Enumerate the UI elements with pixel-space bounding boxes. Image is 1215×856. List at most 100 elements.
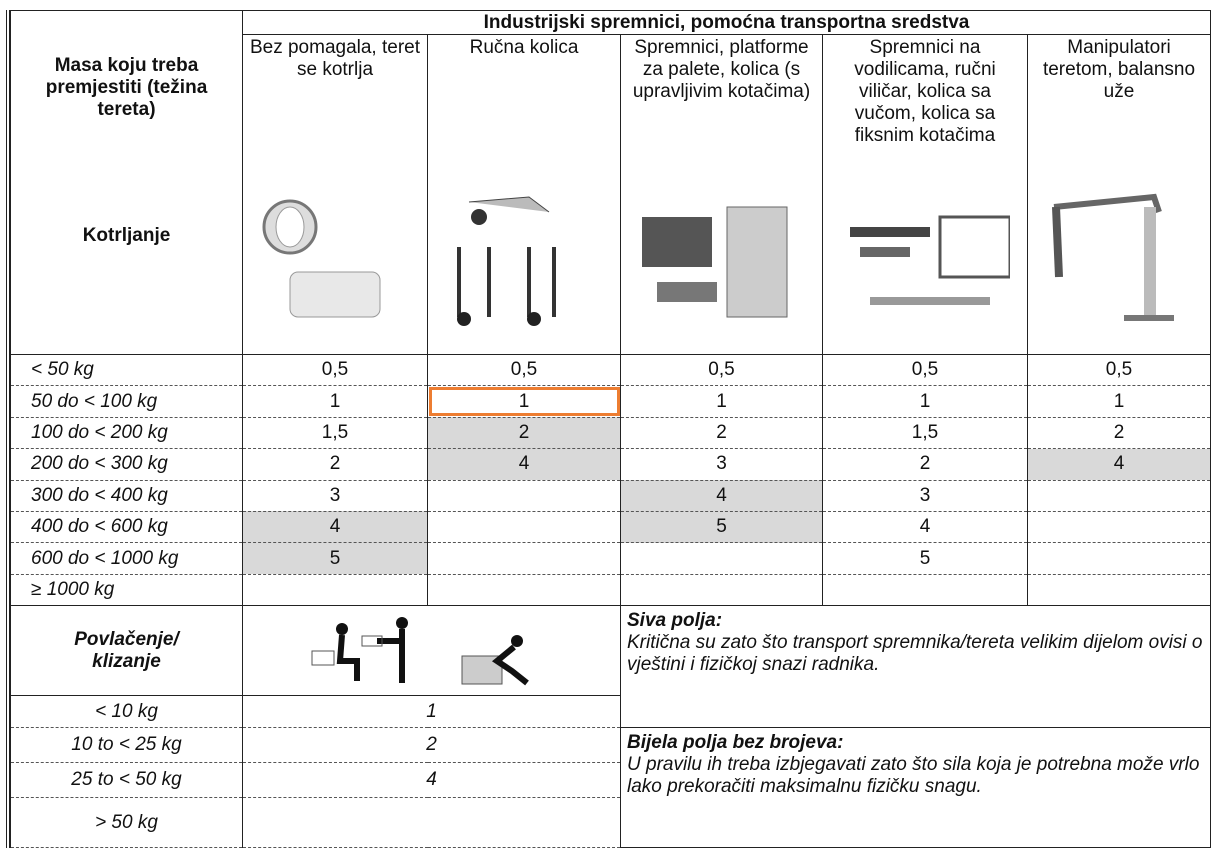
value-cell [427, 542, 621, 575]
value-cell [1027, 573, 1211, 607]
column-header-row: Bez pomagala, teret se kotrlja Ručna koli… [11, 34, 1211, 355]
value-cell: 5 [822, 542, 1028, 575]
value-cell [620, 542, 823, 575]
pulling-value: 4 [242, 762, 621, 799]
value-cell: 4 [822, 510, 1028, 544]
pulling-mass: 10 to < 25 kg [10, 727, 243, 764]
value-cell: 4 [242, 510, 428, 544]
data-row: 400 do < 600 kg 4 5 4 [10, 510, 1211, 544]
value-cell: 1 [620, 385, 823, 418]
value-cell: 1 [1027, 385, 1211, 418]
value-cell [822, 573, 1028, 607]
column-label: Manipulatori teretom, balansno uže [1042, 37, 1196, 102]
value-cell: 0,5 [1027, 353, 1211, 387]
pulling-mass: > 50 kg [10, 797, 243, 849]
illustration [262, 199, 381, 318]
column-label: Spremnici na vodilicama, ručni viličar, … [854, 37, 996, 146]
column-illustration [247, 187, 423, 347]
load-table: Masa koju treba premjestiti (težina tere… [10, 10, 1211, 849]
illustration [311, 616, 529, 685]
mass-range: 400 do < 600 kg [10, 510, 243, 544]
note: Bijela polja bez brojeva: U pravilu ih tr… [620, 727, 1211, 849]
column-header: Manipulatori teretom, balansno uže [1027, 34, 1211, 355]
data-row: 600 do < 1000 kg 5 5 [10, 542, 1211, 575]
pulling-mass: < 10 kg [10, 695, 243, 729]
value-cell: 4 [427, 448, 621, 481]
mass-range: < 50 kg [10, 353, 243, 387]
illustration [850, 215, 1010, 305]
value-cell: 4 [620, 479, 823, 512]
mass-range: 50 do < 100 kg [10, 385, 243, 418]
value-cell: 2 [1027, 416, 1211, 450]
value-cell: 2 [427, 416, 621, 450]
value-cell [620, 573, 823, 607]
value-cell: 0,5 [242, 353, 428, 387]
value-cell: 4 [1027, 448, 1211, 481]
mass-header: Masa koju treba premjestiti (težina tere… [10, 10, 243, 355]
value-cell: 3 [620, 448, 823, 481]
note-title: Bijela polja bez brojeva: [627, 732, 844, 754]
mass-range: 300 do < 400 kg [10, 479, 243, 512]
mass-range: ≥ 1000 kg [10, 573, 243, 607]
table-body: Masa koju treba premjestiti (težina tere… [10, 10, 1211, 849]
pulling-header-row: Povlačenje/ klizanje Siva polja: Kritična … [10, 605, 1211, 729]
column-header: Spremnici, platforme za palete, kolica (… [620, 34, 823, 355]
column-label: Bez pomagala, teret se kotrlja [249, 37, 421, 80]
group-title: Industrijski spremnici, pomoćna transpor… [242, 10, 1211, 35]
column-header: Spremnici na vodilicama, ručni viličar, … [822, 34, 1028, 355]
note-text: Kritična su zato što transport spremnika… [627, 632, 1203, 676]
value-cell: 3 [822, 479, 1028, 512]
column-label: Ručna kolica [469, 37, 579, 58]
column-illustration [625, 187, 818, 347]
value-cell: 1,5 [822, 416, 1028, 450]
pulling-value: 2 [242, 727, 621, 764]
illustration [1052, 193, 1174, 321]
value-cell: 5 [242, 542, 428, 575]
value-cell [1027, 510, 1211, 544]
pulling-row: 10 to < 25 kg 2 Bijela polja bez brojeva: U… [10, 727, 1211, 849]
pulling-value [242, 797, 621, 849]
data-row: 100 do < 200 kg 1,5 2 2 1,5 2 [10, 416, 1211, 450]
value-cell [427, 573, 621, 607]
value-cell: 1,5 [242, 416, 428, 450]
data-row: < 50 kg 0,5 0,5 0,5 0,5 0,5 [10, 353, 1211, 387]
data-row: ≥ 1000 kg [10, 573, 1211, 607]
value-cell [1027, 479, 1211, 512]
data-row: 50 do < 100 kg 1 1 1 1 1 [10, 385, 1211, 418]
column-illustration [432, 187, 616, 347]
value-cell: 5 [620, 510, 823, 544]
mass-range: 600 do < 1000 kg [10, 542, 243, 575]
value-cell: 1 [242, 385, 428, 418]
note-title: Siva polja: [627, 610, 723, 632]
pulling-illustration [242, 605, 621, 697]
data-row: 200 do < 300 kg 2 4 3 2 4 [10, 448, 1211, 481]
header-row: Masa koju treba premjestiti (težina tere… [10, 10, 1211, 355]
column-label: Spremnici, platforme za palete, kolica (… [632, 37, 811, 102]
value-cell [427, 510, 621, 544]
value-cell: 0,5 [620, 353, 823, 387]
value-cell: 1 [822, 385, 1028, 418]
value-cell: 2 [822, 448, 1028, 481]
column-illustration [1032, 187, 1206, 347]
rolling-label: Kotrljanje [82, 225, 171, 246]
column-illustration [827, 187, 1023, 347]
mass-label: Masa koju treba premjestiti (težina tere… [45, 55, 208, 120]
value-cell: 1 [427, 385, 621, 418]
data-row: 300 do < 400 kg 3 4 3 [10, 479, 1211, 512]
value-cell: 0,5 [822, 353, 1028, 387]
illustration [457, 196, 556, 326]
value-cell: 2 [242, 448, 428, 481]
pulling-mass: 25 to < 50 kg [10, 762, 243, 799]
note: Siva polja: Kritična su zato što transpor… [620, 605, 1211, 729]
pulling-label: Povlačenje/ klizanje [10, 605, 243, 697]
value-cell: 2 [620, 416, 823, 450]
pulling-value: 1 [242, 695, 621, 729]
mass-range: 100 do < 200 kg [10, 416, 243, 450]
value-cell [242, 573, 428, 607]
value-cell [427, 479, 621, 512]
illustration [641, 206, 787, 318]
column-header: Bez pomagala, teret se kotrlja [242, 34, 428, 355]
pulling-row: > 50 kg [10, 797, 1211, 849]
column-header: Ručna kolica [427, 34, 621, 355]
